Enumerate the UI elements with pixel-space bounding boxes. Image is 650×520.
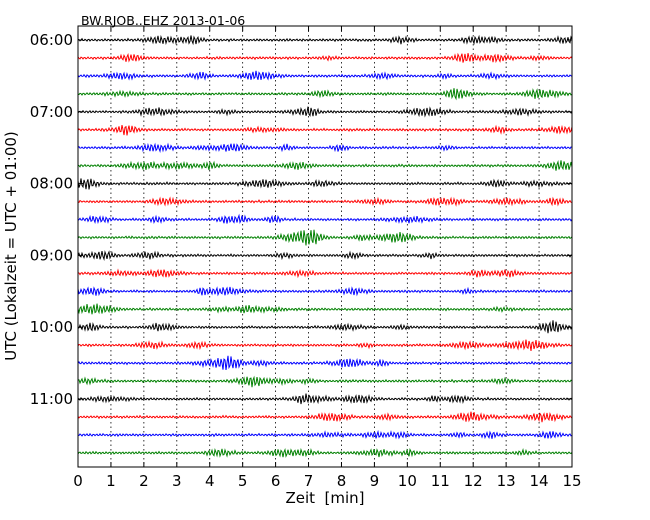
x-tick-label: 2 [139,472,149,490]
x-tick-label: 14 [530,472,549,490]
x-tick-label: 9 [370,472,380,490]
trace-1045 [77,375,573,388]
x-tick-label: 8 [337,472,347,490]
x-tick-label: 12 [464,472,483,490]
plot-frame [77,25,573,468]
seismic-traces [77,34,573,458]
x-tick-label: 5 [238,472,248,490]
trace-0930 [77,286,573,297]
x-tick-label: 15 [562,472,581,490]
trace-1100 [77,393,573,405]
trace-0600 [77,34,573,46]
trace-1030 [77,355,573,370]
trace-1115 [77,411,573,423]
y-tick-label: 06:00 [30,31,73,49]
y-tick-label: 11:00 [30,390,73,408]
x-tick-label: 6 [271,472,281,490]
y-tick-label: 08:00 [30,175,73,193]
x-tick-label: 13 [497,472,516,490]
trace-1000 [77,320,573,334]
x-tick-label: 11 [431,472,450,490]
trace-0815 [77,196,573,207]
x-axis-label: Zeit [min] [285,489,364,507]
trace-0700 [77,106,573,118]
vertical-grid [110,26,540,467]
trace-0645 [77,88,573,101]
y-tick-label: 07:00 [30,103,73,121]
trace-1015 [77,339,573,352]
y-tick-label: 09:00 [30,246,73,264]
x-tick-label: 1 [106,472,116,490]
trace-0845 [77,229,573,246]
trace-0830 [77,213,573,225]
trace-1130 [77,429,573,440]
trace-0715 [77,124,573,136]
trace-1145 [77,447,573,458]
chart-title: BW.RJOB..EHZ 2013-01-06 [81,13,245,28]
trace-0630 [77,70,573,81]
trace-0915 [77,268,573,279]
x-tick-label: 3 [172,472,182,490]
trace-0900 [77,250,573,261]
x-tick-label: 7 [304,472,314,490]
trace-0745 [77,160,573,171]
y-axis-label: UTC (Lokalzeit = UTC + 01:00) [2,131,20,361]
trace-0730 [77,142,573,153]
trace-0615 [77,52,573,64]
x-tick-label: 10 [398,472,417,490]
trace-0945 [77,303,573,315]
x-tick-label: 0 [73,472,83,490]
trace-0800 [77,178,573,190]
y-tick-label: 10:00 [30,318,73,336]
y-axis-ticks: 06:00 07:00 08:00 09:00 10:00 11:00 [30,31,572,408]
x-tick-label: 4 [205,472,215,490]
x-axis-ticks: 0 1 2 3 4 5 6 7 8 9 10 11 12 13 14 15 [73,26,582,490]
